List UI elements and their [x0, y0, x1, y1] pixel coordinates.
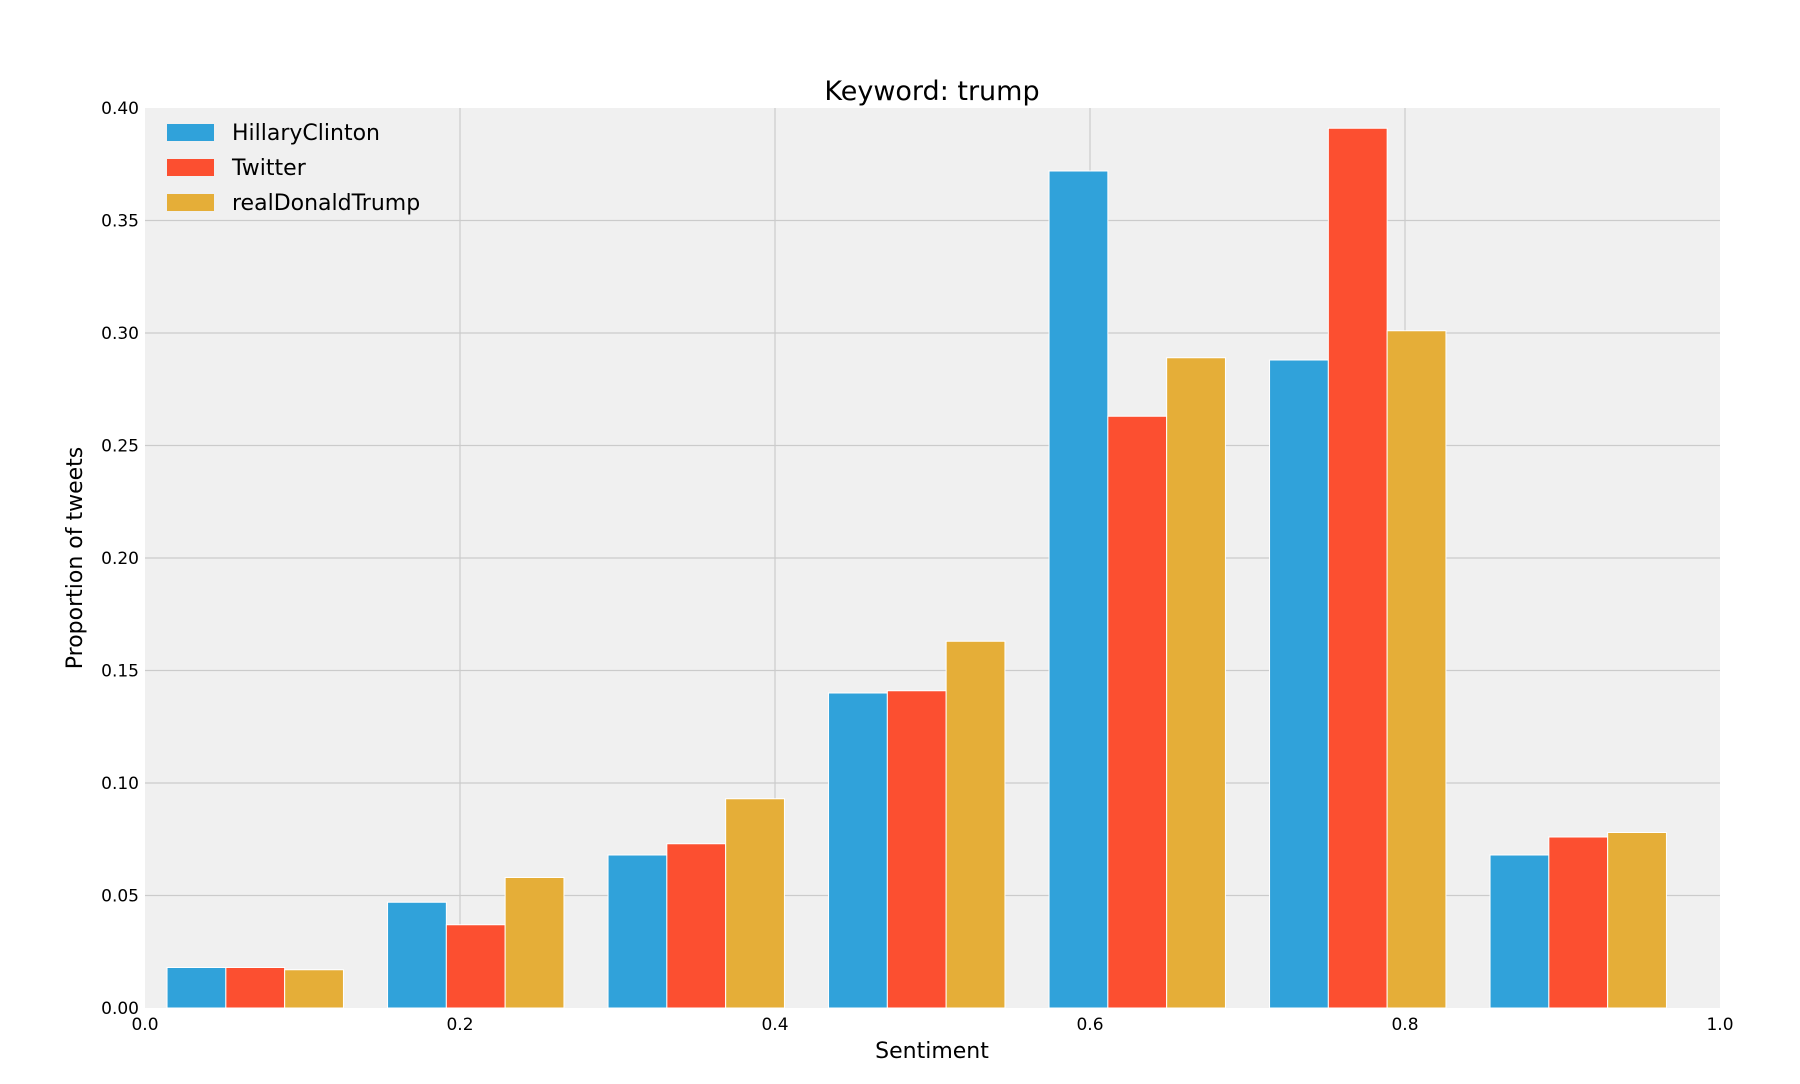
x-tick-labels: 0.0 0.2 0.4 0.6 0.8 1.0 [131, 1015, 1733, 1035]
bars [166, 127, 1667, 1009]
bar-HillaryClinton-bin-0 [166, 967, 227, 1009]
bar-realDonaldTrump-bin-6 [1607, 832, 1667, 1009]
bar-Twitter-bin-6 [1548, 836, 1609, 1009]
y-tick-label: 0.30 [101, 324, 139, 344]
y-axis-title: Proportion of tweets [63, 447, 88, 669]
bar-Twitter-bin-3 [886, 690, 947, 1009]
legend-label-Twitter: Twitter [231, 156, 307, 181]
y-tick-label: 0.25 [101, 437, 139, 457]
x-tick-label: 1.0 [1706, 1015, 1733, 1035]
bar-realDonaldTrump-bin-1 [504, 877, 565, 1009]
y-tick-label: 0.15 [101, 662, 139, 682]
legend-label-HillaryClinton: HillaryClinton [232, 121, 380, 146]
legend-label-realDonaldTrump: realDonaldTrump [232, 191, 420, 216]
bar-realDonaldTrump-bin-0 [284, 969, 344, 1009]
bar-Twitter-bin-5 [1327, 127, 1388, 1009]
x-tick-label: 0.8 [1391, 1015, 1418, 1035]
y-tick-label: 0.20 [101, 549, 139, 569]
y-tick-label: 0.10 [101, 774, 139, 794]
y-tick-label: 0.40 [101, 99, 139, 119]
bar-HillaryClinton-bin-3 [828, 692, 888, 1009]
bar-HillaryClinton-bin-6 [1489, 854, 1550, 1009]
bar-HillaryClinton-bin-5 [1269, 359, 1329, 1009]
bar-HillaryClinton-bin-4 [1048, 170, 1109, 1009]
bar-realDonaldTrump-bin-4 [1166, 357, 1226, 1009]
bar-Twitter-bin-2 [666, 843, 727, 1009]
bar-realDonaldTrump-bin-5 [1386, 330, 1447, 1009]
y-tick-label: 0.35 [101, 212, 139, 232]
x-tick-label: 0.0 [131, 1015, 158, 1035]
bar-realDonaldTrump-bin-2 [725, 798, 785, 1009]
chart-title: Keyword: trump [824, 76, 1039, 107]
legend-swatch-Twitter [167, 159, 214, 176]
x-tick-label: 0.2 [446, 1015, 473, 1035]
bar-realDonaldTrump-bin-3 [945, 640, 1006, 1009]
legend-swatch-realDonaldTrump [167, 194, 214, 211]
bar-HillaryClinton-bin-2 [607, 854, 668, 1009]
x-tick-label: 0.6 [1076, 1015, 1103, 1035]
bar-Twitter-bin-1 [445, 924, 506, 1009]
y-tick-label: 0.00 [101, 999, 139, 1019]
legend: HillaryClinton Twitter realDonaldTrump [167, 121, 420, 216]
bar-HillaryClinton-bin-1 [387, 901, 447, 1009]
y-tick-labels: 0.00 0.05 0.10 0.15 0.20 0.25 0.30 0.35 0.40 [101, 99, 139, 1019]
x-tick-label: 0.4 [761, 1015, 788, 1035]
bar-Twitter-bin-0 [225, 967, 286, 1009]
x-axis-title: Sentiment [875, 1039, 989, 1064]
y-tick-label: 0.05 [101, 887, 139, 907]
bar-Twitter-bin-4 [1107, 415, 1168, 1009]
legend-swatch-HillaryClinton [167, 124, 214, 141]
